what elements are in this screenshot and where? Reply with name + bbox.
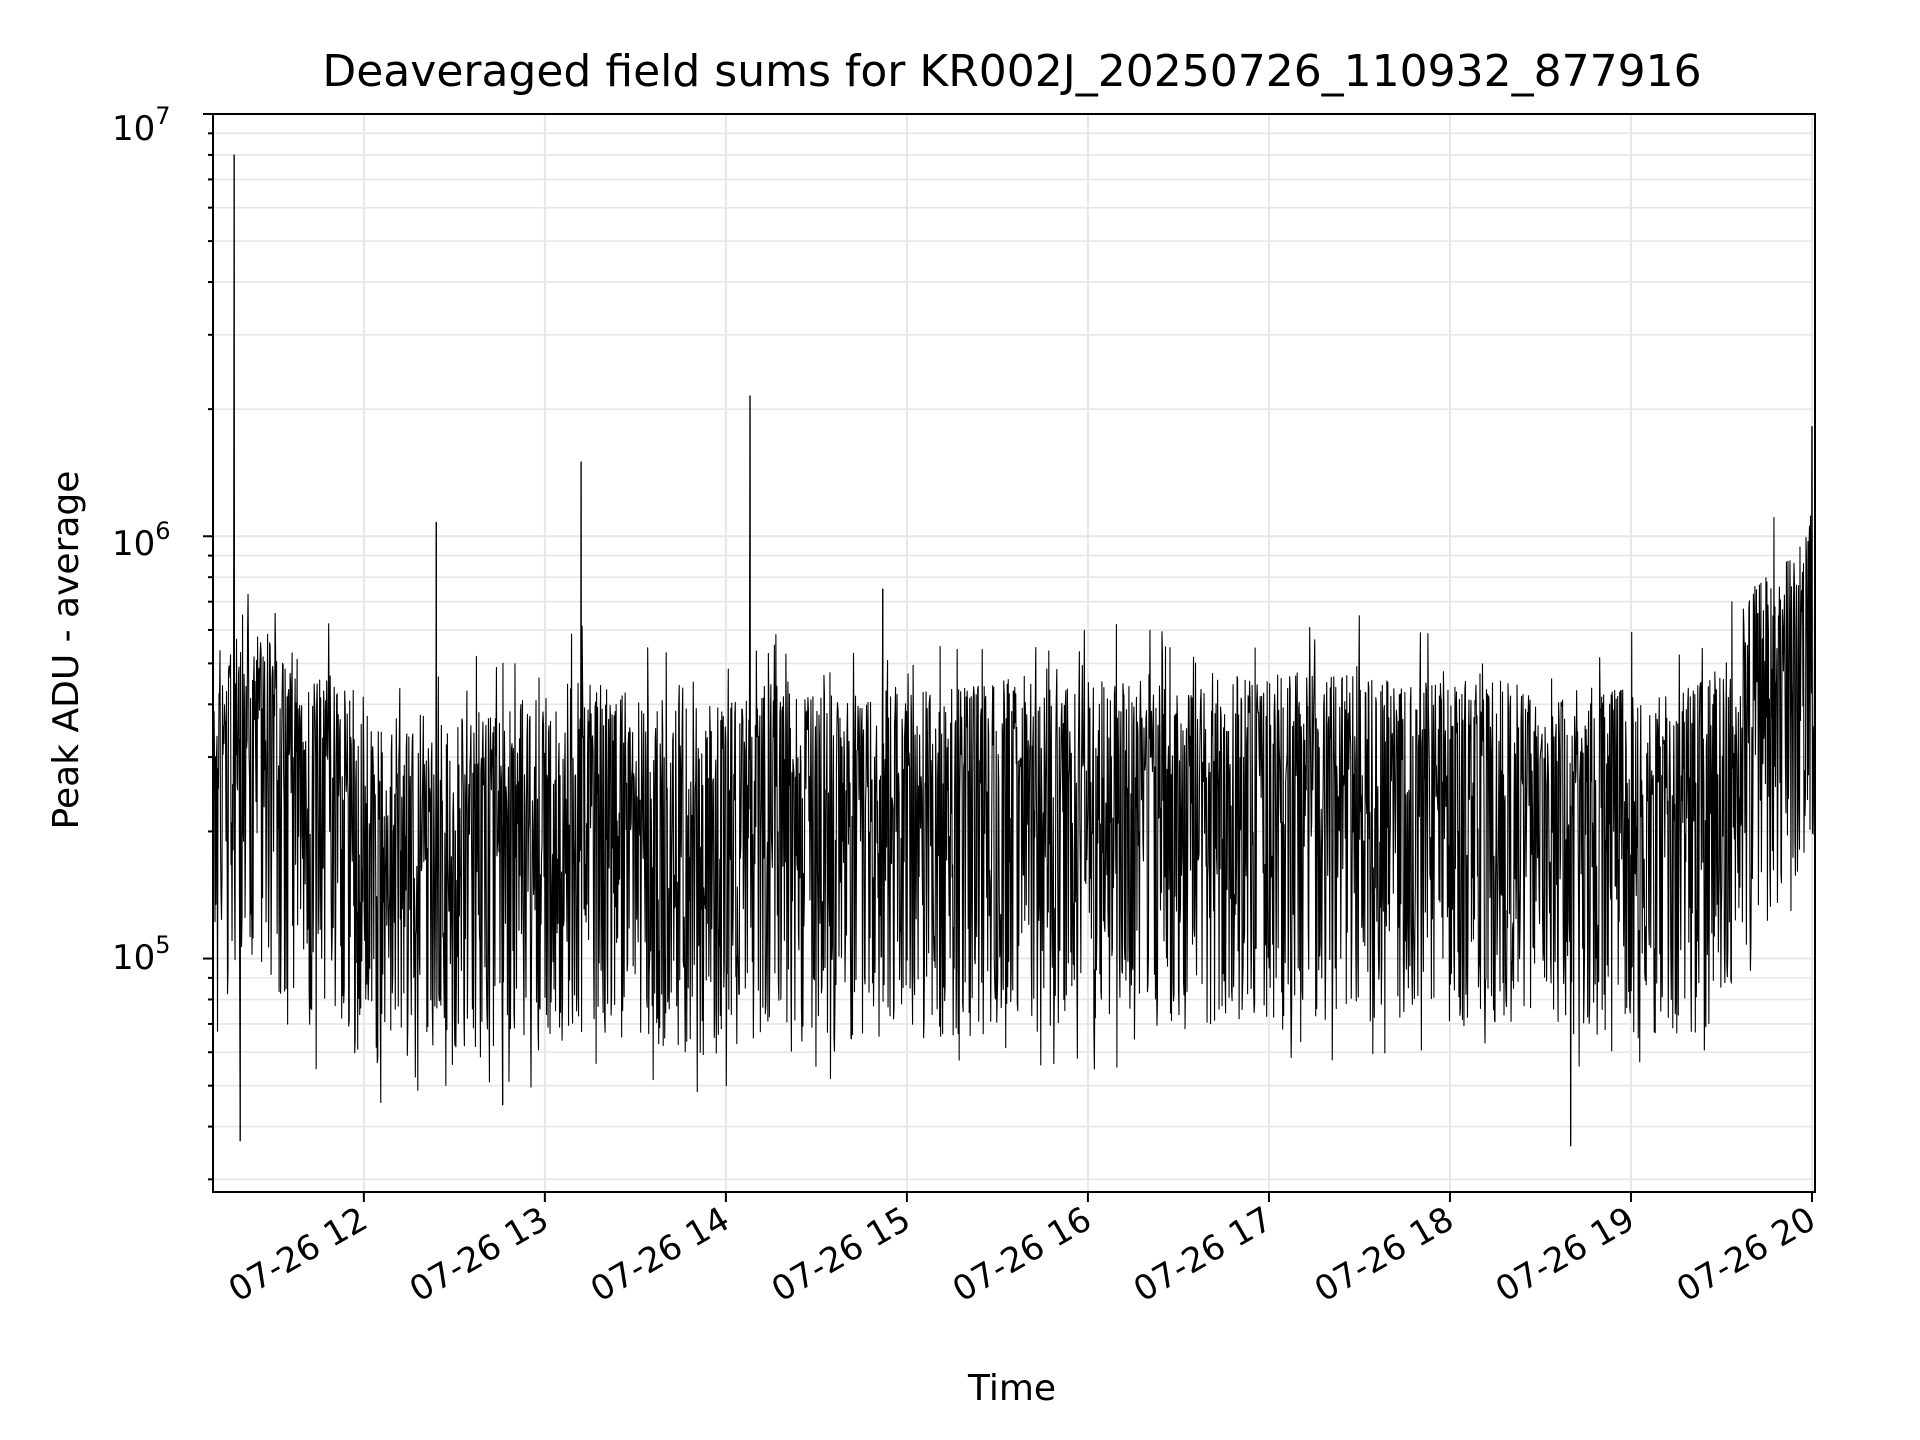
- chart-title: Deaveraged field sums for KR002J_2025072…: [322, 46, 1701, 97]
- y-tick-label-1e5: 105: [112, 931, 171, 978]
- y-tick-1e6-base: 10: [112, 524, 155, 564]
- y-tick-1e5-base: 10: [112, 938, 155, 978]
- y-tick-label-1e6: 106: [112, 517, 171, 564]
- series-line: [212, 154, 1816, 1147]
- y-axis-label: Peak ADU - average: [46, 471, 87, 830]
- plot-frame: [212, 113, 1816, 1193]
- y-tick-1e6-exp: 6: [155, 517, 170, 545]
- y-tick-1e7-exp: 7: [155, 102, 170, 130]
- x-axis-label: Time: [967, 1368, 1056, 1409]
- y-tick-1e5-exp: 5: [155, 931, 170, 959]
- y-tick-label-1e7: 107: [112, 102, 171, 149]
- y-tick-1e7-base: 10: [112, 109, 155, 149]
- plot-layer: [212, 154, 1816, 1147]
